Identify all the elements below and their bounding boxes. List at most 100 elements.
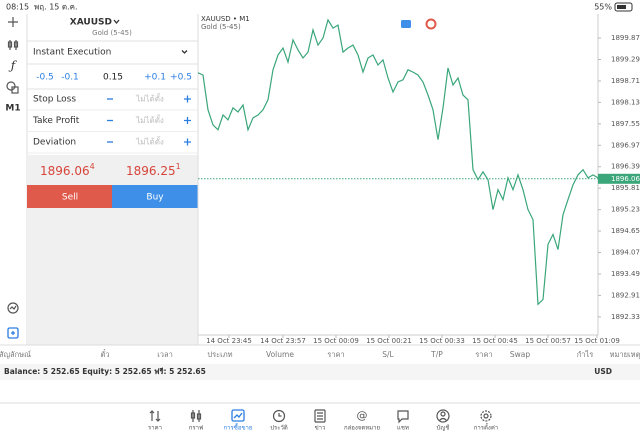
- y-tick-label: 1892.910: [611, 291, 640, 299]
- field-value[interactable]: ไม่ได้ตั้ง: [135, 93, 164, 104]
- bid-sup: 4: [90, 162, 95, 171]
- tab-icon-settings: [480, 410, 492, 422]
- buy-button[interactable]: [112, 185, 198, 208]
- battery-icon: [614, 2, 633, 12]
- y-tick-label: 1896.39: [611, 163, 640, 171]
- tab-icon-chat: [397, 410, 409, 424]
- crosshair-icon[interactable]: [8, 17, 18, 27]
- one-click-icon[interactable]: [401, 20, 411, 28]
- volume-step[interactable]: -0.1: [61, 73, 79, 83]
- indicator-icon[interactable]: [7, 40, 19, 50]
- volume-step[interactable]: +0.5: [170, 73, 192, 83]
- y-tick-label: 1895.230: [611, 206, 640, 214]
- tab-icon-quotes: [149, 410, 161, 422]
- balance: Balance: 5 252.65 Equity: 5 252.65 ฟรี: …: [4, 367, 206, 376]
- column-header: ราคา: [475, 350, 492, 359]
- x-tick-label: 15 Oct 00:21: [366, 337, 412, 345]
- currency: USD: [594, 367, 612, 376]
- column-header: สัญลักษณ์: [0, 350, 31, 359]
- timeframe[interactable]: M1: [5, 104, 20, 114]
- tab-label[interactable]: การตั้งค่า: [474, 422, 498, 432]
- ask-price: 1896.251: [126, 162, 181, 178]
- column-header: ตั๋ว: [100, 349, 109, 359]
- column-header: T/P: [430, 350, 443, 359]
- trade-icon[interactable]: [7, 327, 19, 339]
- chart-subtitle: Gold (5-45): [201, 23, 241, 31]
- column-header: Swap: [510, 350, 530, 359]
- price-line: [197, 18, 599, 306]
- volume-step: 0.15: [103, 73, 123, 83]
- plus-button[interactable]: [184, 95, 191, 103]
- column-header: ประเภท: [207, 350, 232, 359]
- ask-main: 1896.25: [126, 164, 176, 178]
- tab-icon-news: [314, 409, 326, 423]
- field-label: Stop Loss: [33, 95, 76, 105]
- status-date: พฤ. 15 ต.ค.: [34, 3, 78, 12]
- tab-label[interactable]: ข่าว: [315, 425, 326, 432]
- y-tick-label: 1895.810: [611, 184, 640, 192]
- tab-icon-mail: @: [357, 409, 368, 422]
- column-header: Volume: [266, 350, 294, 359]
- y-tick-label: 1896.970: [611, 141, 640, 149]
- tab-label[interactable]: กราฟ: [189, 425, 203, 432]
- tab-icon-trade: [231, 409, 245, 422]
- current-price-box: [598, 173, 640, 184]
- y-tick-label: 1897.550: [611, 120, 640, 128]
- y-tick-label: 1893.490: [611, 270, 640, 278]
- column-header: กำไร: [577, 350, 594, 359]
- x-tick-label: 15 Oct 00:09: [313, 337, 359, 345]
- y-tick-label: 1894.650: [611, 227, 640, 235]
- y-tick-label: 1899.290: [611, 55, 640, 63]
- volume-step[interactable]: +0.1: [144, 73, 166, 83]
- y-tick-label: 1898.130: [611, 98, 640, 106]
- function-icon[interactable]: ƒ: [8, 59, 18, 73]
- symbol-chevron: [113, 19, 120, 25]
- tab-label[interactable]: ราคา: [148, 425, 162, 432]
- tab-label[interactable]: การซื้อขาย: [224, 422, 253, 432]
- column-header: เวลา: [157, 350, 173, 359]
- sell-button[interactable]: [27, 185, 112, 208]
- buy-label: Buy: [146, 193, 164, 203]
- tab-label[interactable]: กล่องจดหมาย: [344, 425, 380, 432]
- current-price-label: 1896.064: [611, 175, 640, 183]
- bid-price: 1896.064: [40, 162, 95, 178]
- price-area: [27, 155, 198, 345]
- x-tick-label: 15 Oct 00:45: [472, 337, 518, 345]
- status-battery: 55%: [594, 3, 612, 12]
- column-header: ราคา: [327, 350, 344, 359]
- objects-icon[interactable]: [6, 81, 19, 94]
- field-label: Take Profit: [32, 116, 80, 126]
- ask-sup: 1: [176, 162, 181, 171]
- y-tick-label: 1898.710: [611, 77, 640, 85]
- status-time: 08:15: [6, 3, 29, 12]
- plus-button[interactable]: [184, 117, 191, 124]
- x-tick-label: 15 Oct 00:33: [419, 337, 465, 345]
- tab-label[interactable]: ประวัติ: [270, 425, 288, 432]
- balance-bar: [0, 364, 640, 380]
- tab-icon-history: [272, 409, 286, 423]
- execution-type[interactable]: Instant Execution: [33, 48, 111, 58]
- order-description: Gold (5-45): [92, 29, 132, 37]
- y-tick-label: 1899.870: [611, 34, 640, 42]
- volume-step[interactable]: -0.5: [36, 73, 54, 83]
- chart-title: XAUUSD • M1: [201, 15, 250, 23]
- plus-button[interactable]: [184, 138, 191, 146]
- x-tick-label: 15 Oct 01:09: [574, 337, 620, 345]
- signal-icon[interactable]: [425, 18, 437, 30]
- tab-icon-account: [436, 409, 450, 423]
- tab-label[interactable]: บัญชี: [437, 424, 450, 432]
- field-value[interactable]: ไม่ได้ตั้ง: [135, 136, 164, 147]
- field-value[interactable]: ไม่ได้ตั้ง: [135, 114, 164, 125]
- execution-chevron: [181, 50, 188, 54]
- tab-label[interactable]: แชท: [397, 425, 409, 432]
- y-tick-label: 1892.33: [611, 313, 640, 321]
- x-tick-label: 15 Oct 00:57: [525, 337, 571, 345]
- order-symbol[interactable]: XAUUSD: [70, 18, 112, 28]
- x-tick-label: 14 Oct 23:57: [260, 337, 306, 345]
- sell-label: Sell: [62, 193, 78, 203]
- battery-level: [617, 5, 626, 9]
- column-header: S/L: [382, 350, 394, 359]
- column-header: หมายเหตุ: [610, 350, 640, 359]
- zoom-icon[interactable]: [7, 302, 19, 314]
